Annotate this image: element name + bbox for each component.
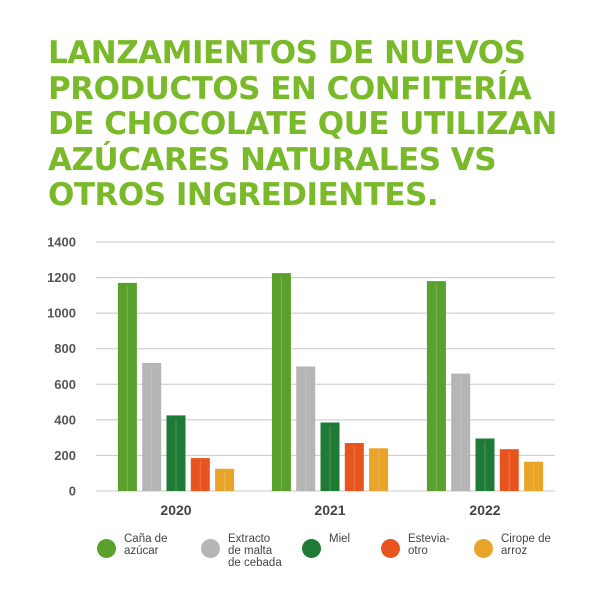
legend-label: Estevia- otro [408,533,450,557]
title-line: DE CHOCOLATE QUE UTILIZAN [48,106,557,142]
bar [117,282,137,491]
legend-label: Cirope de arroz [501,533,551,557]
y-tick-label: 600 [54,377,76,392]
legend-swatch-icon [302,539,321,558]
y-tick-label: 400 [54,412,76,427]
bar [320,422,340,491]
chart-title: LANZAMIENTOS DE NUEVOS PRODUCTOS EN CONF… [48,35,588,214]
bar [451,373,471,491]
bar [426,281,446,491]
bar [215,468,235,491]
bar [524,461,544,491]
y-tick-label: 1000 [47,306,76,321]
bar [296,366,316,491]
title-line: LANZAMIENTOS DE NUEVOS [48,35,526,71]
legend-label: Extracto de malta de cebada [228,533,282,569]
x-category-label: 2022 [469,502,500,518]
legend-item: Estevia- otro [381,533,478,558]
title-line: AZÚCARES NATURALES VS [48,141,497,178]
legend-swatch-icon [201,539,220,558]
y-tick-label: 200 [54,448,76,463]
legend-item: Extracto de malta de cebada [201,533,298,569]
bar [271,273,291,491]
title-line: OTROS INGREDIENTES. [48,177,439,213]
x-axis-categories: 2020 2021 2022 [160,502,500,518]
x-category-label: 2021 [314,502,345,518]
legend-item: Miel [302,533,399,558]
y-tick-label: 1400 [47,235,76,250]
bar [499,449,519,491]
legend-label: Caña de azúcar [124,533,168,557]
bar [369,448,389,491]
title-line: PRODUCTOS EN CONFITERÍA [48,70,532,107]
bar [190,458,210,491]
y-tick-label: 800 [54,341,76,356]
legend: Caña de azúcar Extracto de malta de cebad… [97,533,597,583]
legend-item: Cirope de arroz [474,533,571,558]
bar [166,415,186,491]
legend-label: Miel [329,533,351,545]
y-tick-label: 1200 [47,270,76,285]
bar [142,362,162,491]
legend-swatch-icon [97,539,116,558]
bars [117,273,544,491]
legend-swatch-icon [474,539,493,558]
y-tick-label: 0 [69,484,76,499]
bar [475,438,495,491]
legend-swatch-icon [381,539,400,558]
y-axis-ticks: 0 200 400 600 800 1000 1200 1400 [47,235,76,499]
legend-item: Caña de azúcar [97,533,194,558]
x-category-label: 2020 [160,502,191,518]
bar [344,443,364,491]
